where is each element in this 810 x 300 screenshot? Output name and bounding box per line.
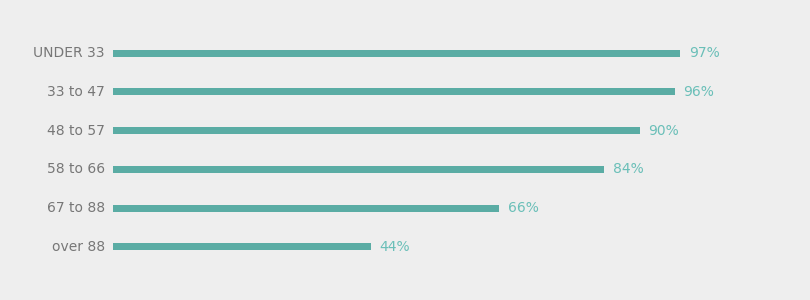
Text: 90%: 90% bbox=[648, 124, 679, 138]
Bar bbox=[113, 50, 680, 57]
Text: 33 to 47: 33 to 47 bbox=[47, 85, 104, 99]
Text: 67 to 88: 67 to 88 bbox=[46, 201, 104, 215]
Bar bbox=[113, 127, 640, 134]
Text: 58 to 66: 58 to 66 bbox=[46, 162, 104, 176]
Text: 44%: 44% bbox=[379, 240, 410, 254]
Text: 66%: 66% bbox=[508, 201, 539, 215]
Bar bbox=[113, 243, 371, 250]
Text: UNDER 33: UNDER 33 bbox=[33, 46, 104, 60]
Text: 48 to 57: 48 to 57 bbox=[47, 124, 104, 138]
Text: 84%: 84% bbox=[613, 162, 644, 176]
Bar bbox=[113, 205, 499, 212]
Bar bbox=[113, 166, 604, 173]
Text: 96%: 96% bbox=[684, 85, 714, 99]
Text: over 88: over 88 bbox=[52, 240, 104, 254]
Text: 97%: 97% bbox=[689, 46, 720, 60]
Bar bbox=[113, 88, 675, 95]
